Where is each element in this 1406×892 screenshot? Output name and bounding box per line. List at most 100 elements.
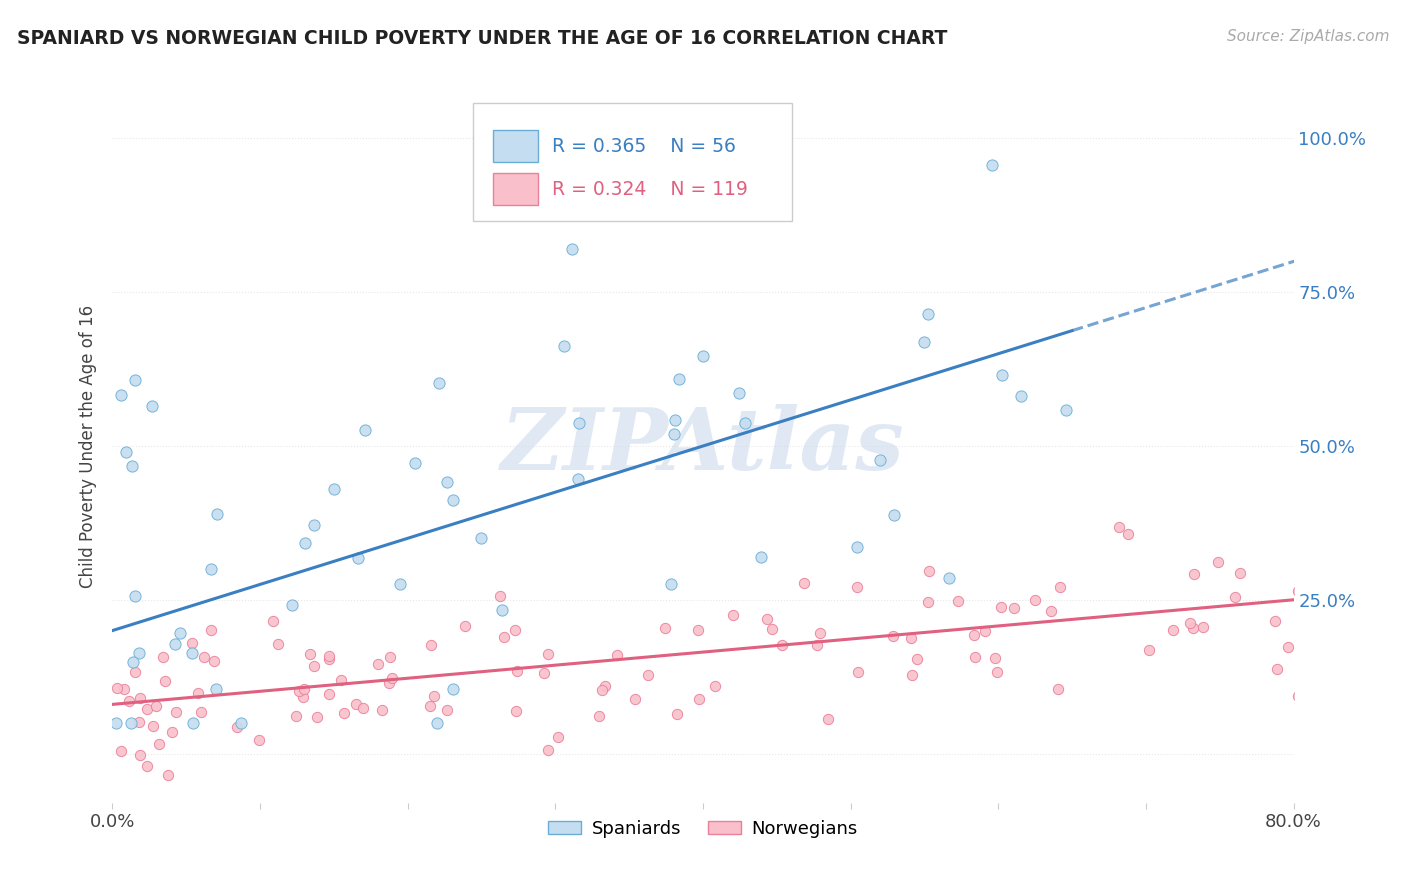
Point bbox=[207, 507, 229, 521]
Point bbox=[141, 399, 163, 413]
Point bbox=[1182, 567, 1205, 582]
Point bbox=[568, 416, 591, 430]
Point bbox=[869, 453, 891, 467]
Point bbox=[756, 611, 779, 625]
Point bbox=[225, 721, 247, 735]
Point bbox=[1118, 527, 1140, 541]
Point bbox=[152, 650, 174, 665]
Point bbox=[105, 681, 128, 696]
Point bbox=[845, 580, 868, 594]
Point bbox=[963, 628, 986, 642]
Point bbox=[704, 679, 727, 693]
Point bbox=[181, 715, 204, 730]
Point bbox=[553, 339, 575, 353]
Point bbox=[1277, 640, 1299, 654]
Point bbox=[187, 686, 209, 700]
Point bbox=[302, 518, 325, 533]
Point bbox=[441, 681, 464, 696]
Point bbox=[367, 657, 389, 672]
Point bbox=[1286, 689, 1309, 703]
Point bbox=[378, 676, 401, 690]
Point bbox=[665, 706, 688, 721]
Point bbox=[567, 472, 589, 486]
Point bbox=[734, 416, 756, 430]
Point bbox=[1178, 615, 1201, 630]
Point bbox=[110, 388, 132, 402]
Point bbox=[531, 188, 554, 202]
Point bbox=[808, 626, 831, 640]
Point bbox=[1264, 615, 1286, 629]
Point bbox=[1192, 620, 1215, 634]
Point bbox=[162, 725, 184, 739]
Point bbox=[506, 664, 529, 678]
Point bbox=[105, 715, 128, 730]
Text: R = 0.324    N = 119: R = 0.324 N = 119 bbox=[551, 179, 748, 199]
Point bbox=[749, 550, 772, 565]
Point bbox=[963, 649, 986, 664]
Point bbox=[1056, 403, 1078, 417]
Point bbox=[128, 715, 150, 730]
Point bbox=[118, 694, 141, 708]
Point bbox=[110, 744, 132, 758]
Point bbox=[470, 532, 492, 546]
Point bbox=[231, 715, 253, 730]
Point bbox=[420, 638, 443, 652]
Point bbox=[537, 647, 560, 661]
Point bbox=[688, 691, 710, 706]
Point bbox=[142, 719, 165, 733]
Point bbox=[1010, 389, 1032, 403]
Point bbox=[294, 536, 316, 550]
Y-axis label: Child Poverty Under the Age of 16: Child Poverty Under the Age of 16 bbox=[79, 304, 97, 588]
Point bbox=[352, 701, 374, 715]
Point bbox=[181, 646, 204, 660]
Point bbox=[623, 692, 645, 706]
Point bbox=[112, 681, 135, 696]
Point bbox=[1181, 621, 1204, 635]
Point bbox=[668, 372, 690, 386]
Point bbox=[302, 658, 325, 673]
Point bbox=[793, 576, 815, 591]
Point bbox=[806, 638, 828, 652]
Point bbox=[846, 540, 869, 554]
Text: SPANIARD VS NORWEGIAN CHILD POVERTY UNDER THE AGE OF 16 CORRELATION CHART: SPANIARD VS NORWEGIAN CHILD POVERTY UNDE… bbox=[17, 29, 948, 47]
Point bbox=[333, 706, 356, 720]
Point bbox=[200, 623, 222, 637]
Point bbox=[986, 665, 1008, 680]
Point bbox=[1302, 598, 1324, 612]
Point bbox=[354, 423, 377, 437]
Point bbox=[606, 648, 628, 663]
FancyBboxPatch shape bbox=[492, 130, 537, 162]
Point bbox=[305, 709, 328, 723]
Point bbox=[389, 577, 412, 591]
Point bbox=[169, 626, 191, 640]
Point bbox=[346, 697, 368, 711]
Point bbox=[1024, 593, 1046, 607]
Point bbox=[155, 674, 177, 689]
Point bbox=[1267, 662, 1289, 676]
Point bbox=[200, 562, 222, 576]
Point bbox=[267, 637, 290, 651]
Point bbox=[900, 632, 922, 646]
Point bbox=[441, 493, 464, 508]
Point bbox=[917, 307, 939, 321]
Point bbox=[205, 681, 228, 696]
Point bbox=[654, 621, 676, 635]
Point bbox=[128, 646, 150, 660]
Point bbox=[974, 624, 997, 639]
Point bbox=[688, 624, 710, 638]
Point bbox=[124, 590, 146, 604]
FancyBboxPatch shape bbox=[492, 173, 537, 205]
Point bbox=[912, 334, 935, 349]
Point bbox=[917, 595, 939, 609]
Point bbox=[882, 629, 904, 643]
Point bbox=[322, 483, 344, 497]
Point bbox=[121, 459, 143, 474]
Point bbox=[329, 673, 352, 688]
Point bbox=[1161, 623, 1184, 637]
Point bbox=[1289, 566, 1312, 581]
Point bbox=[1229, 566, 1251, 581]
Point bbox=[1004, 601, 1026, 615]
Point bbox=[883, 508, 905, 523]
Point bbox=[1286, 583, 1309, 598]
Point bbox=[148, 737, 170, 751]
